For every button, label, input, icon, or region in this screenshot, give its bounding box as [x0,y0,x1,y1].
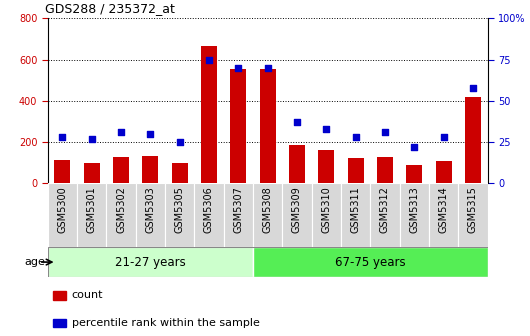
Point [322,126,331,131]
Bar [429,183,458,247]
Point [234,65,243,71]
Text: GSM5302: GSM5302 [116,186,126,233]
Text: GSM5310: GSM5310 [321,186,331,233]
Bar [48,247,253,277]
Bar [195,183,224,247]
Text: GSM5315: GSM5315 [468,186,478,233]
Bar [113,157,129,183]
Bar [53,319,66,327]
Text: count: count [72,290,103,300]
Bar [84,163,100,183]
Bar [348,159,364,183]
Bar [253,247,488,277]
Text: GSM5314: GSM5314 [439,186,448,233]
Bar [53,291,66,300]
Text: GSM5312: GSM5312 [380,186,390,233]
Bar [458,183,488,247]
Bar [136,183,165,247]
Text: GSM5308: GSM5308 [263,186,272,233]
Bar [48,183,77,247]
Bar [377,157,393,183]
Bar [201,46,217,183]
Bar [224,183,253,247]
Text: GDS288 / 235372_at: GDS288 / 235372_at [45,2,175,15]
Text: 21-27 years: 21-27 years [115,256,186,268]
Point [351,134,360,140]
Bar [318,150,334,183]
Bar [253,183,282,247]
Point [439,134,448,140]
Point [263,65,272,71]
Bar [77,183,107,247]
Text: GSM5300: GSM5300 [57,186,67,233]
Text: GSM5303: GSM5303 [145,186,155,233]
Text: 67-75 years: 67-75 years [335,256,405,268]
Text: GSM5309: GSM5309 [292,186,302,233]
Bar [165,183,195,247]
Point [205,57,213,62]
Point [469,85,477,90]
Point [58,134,67,140]
Text: GSM5306: GSM5306 [204,186,214,233]
Bar [406,165,422,183]
Bar [289,145,305,183]
Bar [54,161,70,183]
Text: GSM5313: GSM5313 [409,186,419,233]
Point [146,131,155,136]
Bar [400,183,429,247]
Text: GSM5301: GSM5301 [87,186,96,233]
Text: percentile rank within the sample: percentile rank within the sample [72,318,259,328]
Bar [312,183,341,247]
Point [410,144,419,150]
Point [87,136,96,141]
Point [293,120,301,125]
Bar [172,163,188,183]
Text: GSM5305: GSM5305 [175,186,184,233]
Bar [465,97,481,183]
Bar [370,183,400,247]
Bar [282,183,312,247]
Point [175,139,184,144]
Text: age: age [24,257,45,267]
Point [117,129,125,135]
Text: GSM5311: GSM5311 [351,186,360,233]
Bar [341,183,370,247]
Bar [230,69,246,183]
Point [381,129,389,135]
Text: GSM5307: GSM5307 [233,186,243,233]
Bar [436,161,452,183]
Bar [107,183,136,247]
Bar [260,69,276,183]
Bar [142,156,158,183]
